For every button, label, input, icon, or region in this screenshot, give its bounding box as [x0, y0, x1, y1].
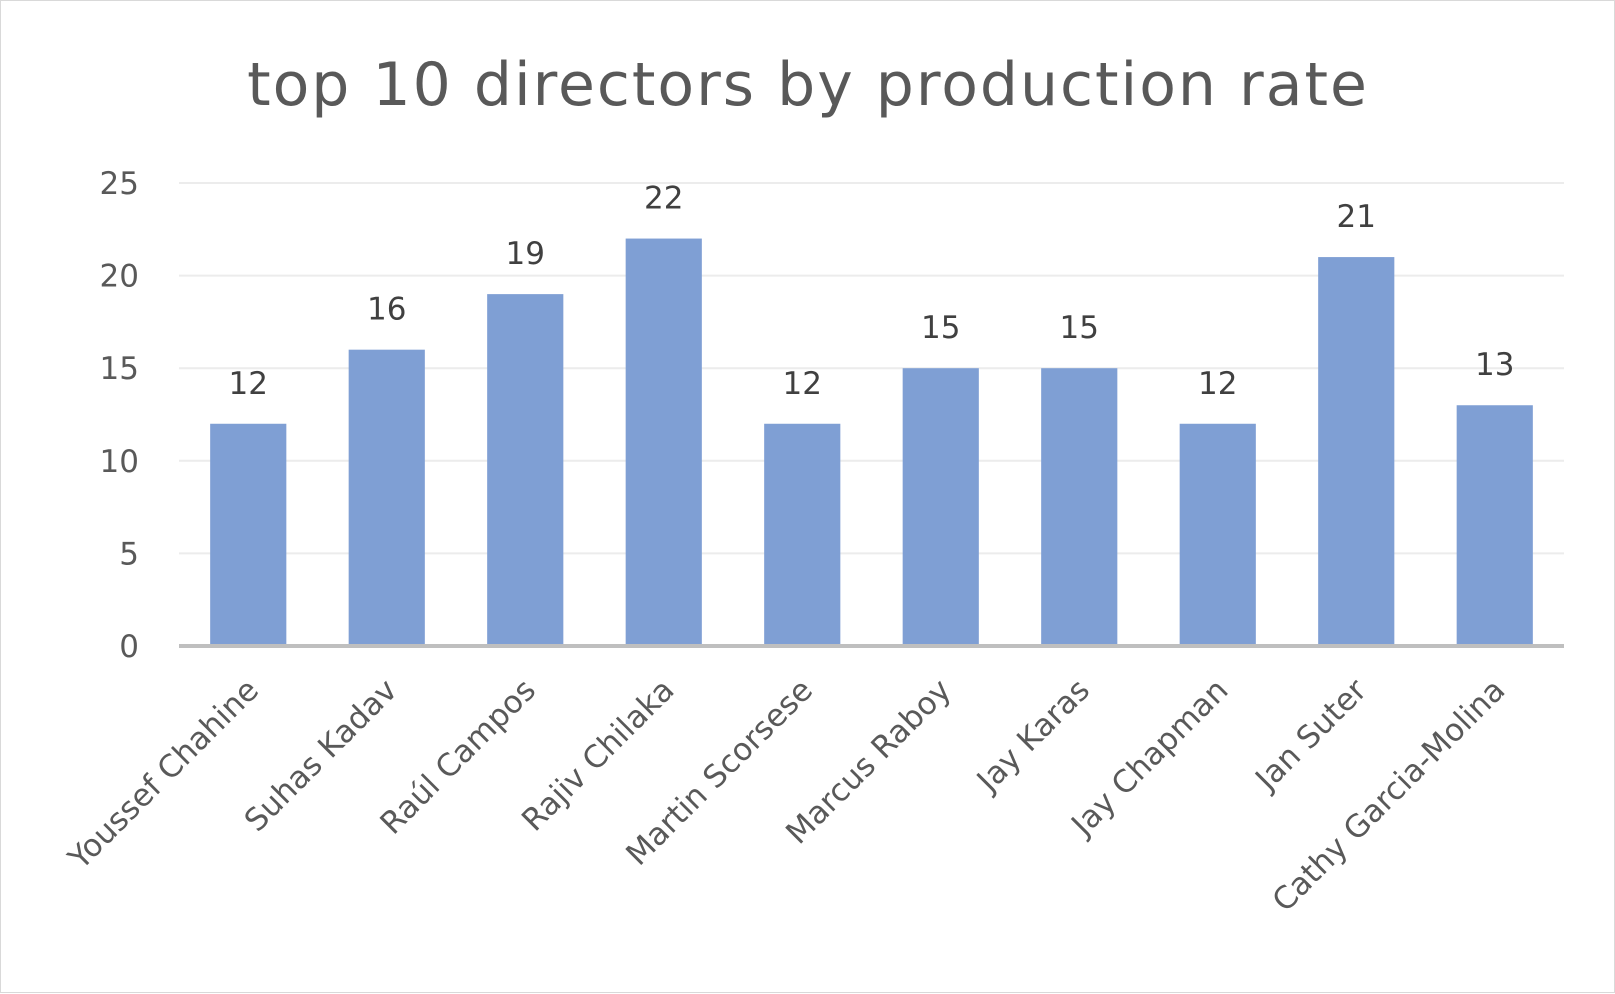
bar: [625, 238, 702, 646]
data-label: 19: [506, 236, 545, 272]
bar: [348, 349, 425, 646]
data-label: 12: [783, 366, 822, 402]
bar: [1179, 423, 1256, 646]
y-tick-label: 5: [119, 536, 139, 572]
y-tick-label: 20: [100, 259, 139, 295]
data-label: 15: [921, 310, 960, 346]
bar: [210, 423, 287, 646]
data-label: 13: [1475, 347, 1514, 383]
data-label: 22: [644, 181, 683, 217]
data-label: 15: [1060, 310, 1099, 346]
y-tick-label: 0: [119, 629, 139, 665]
chart-title: top 10 directors by production rate: [247, 50, 1369, 120]
data-label: 16: [367, 292, 406, 328]
data-label: 12: [229, 366, 268, 402]
bar: [1318, 257, 1395, 646]
y-axis-ticks: 0 5 10 15 20 25: [100, 166, 139, 665]
data-label: 21: [1337, 199, 1376, 235]
bar: [1041, 368, 1118, 646]
y-tick-label: 25: [100, 166, 139, 202]
bar: [902, 368, 979, 646]
y-tick-label: 15: [100, 351, 139, 387]
x-category-label: Jan Suter: [1247, 672, 1374, 799]
y-tick-label: 10: [100, 444, 139, 480]
data-label: 12: [1198, 366, 1237, 402]
data-labels: 12 16 19 22 12 15 15 12 21 13: [229, 181, 1515, 402]
x-category-label: Youssef Chahine: [61, 672, 266, 877]
bar: [764, 423, 841, 646]
x-category-label: Cathy Garcia-Molina: [1266, 672, 1513, 919]
bar: [487, 294, 564, 646]
bars: [210, 238, 1533, 646]
bar: [1456, 405, 1533, 646]
x-category-label: Jay Karas: [969, 672, 1097, 800]
